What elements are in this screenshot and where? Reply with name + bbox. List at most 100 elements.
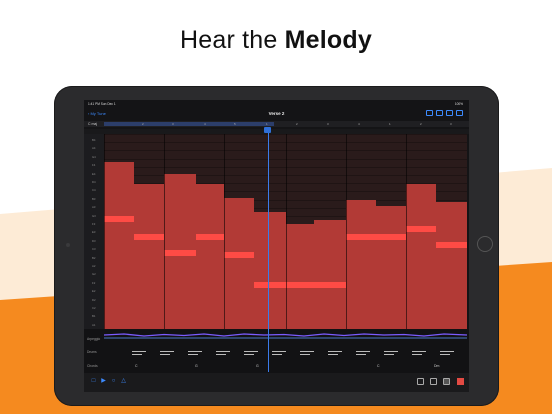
status-time: 1:41 PM Sun Dec 1 <box>88 102 116 106</box>
track-label-drums[interactable]: Drums <box>87 350 97 354</box>
playhead-line[interactable] <box>268 127 269 372</box>
mixer-icon[interactable] <box>443 378 450 385</box>
drum-hit <box>188 354 198 355</box>
drum-hit <box>132 354 142 355</box>
drum-hit <box>272 354 282 355</box>
chord-label: G <box>256 364 259 368</box>
melody-note[interactable] <box>224 252 254 258</box>
list-icon[interactable] <box>435 110 443 116</box>
piano-key-label: G3 <box>92 213 96 218</box>
melody-note[interactable] <box>164 250 196 256</box>
arpeggio-waveform <box>104 333 467 339</box>
stop-square-icon[interactable]: □ <box>91 378 96 384</box>
grid-row-line <box>104 183 467 184</box>
melody-note[interactable] <box>346 234 376 240</box>
piano-key-label: B1 <box>92 314 96 319</box>
drum-hit <box>300 351 314 352</box>
piano-key-label: B2 <box>92 255 96 260</box>
beat-ticks <box>84 129 469 134</box>
chord-label: G <box>195 364 198 368</box>
home-button <box>477 236 493 252</box>
piano-key-label: C2 <box>92 306 96 310</box>
track-lanes: Arpeggio Drums Chords C G G C Dm <box>84 329 469 373</box>
piano-key-label: C3 <box>92 247 96 252</box>
note-column <box>254 212 286 329</box>
piano-key-label: F4 <box>92 163 96 168</box>
drum-hit <box>328 354 338 355</box>
keyboard-icon[interactable] <box>425 110 433 116</box>
note-column <box>134 184 164 329</box>
drum-hit <box>216 351 230 352</box>
chord-label: C <box>377 364 380 368</box>
bar-line <box>164 134 165 329</box>
track-label-chords[interactable]: Chords <box>87 364 98 368</box>
redo-icon[interactable] <box>456 110 463 116</box>
drum-hit <box>384 351 398 352</box>
note-column <box>376 206 406 329</box>
bar-line <box>406 134 407 329</box>
piano-key-label: F3 <box>92 222 96 226</box>
melody-note[interactable] <box>406 226 436 232</box>
record-button[interactable] <box>457 378 464 385</box>
headline: Hear the Melody <box>0 26 552 55</box>
edit-icon[interactable] <box>417 378 424 385</box>
note-column <box>224 198 254 329</box>
song-section-title: Verse 2 <box>268 111 285 116</box>
drum-hit <box>412 351 426 352</box>
undo-icon[interactable] <box>445 110 453 116</box>
loop-icon[interactable]: ○ <box>111 378 116 384</box>
piano-key-label: A4 <box>92 146 96 151</box>
grid-row-line <box>104 166 467 168</box>
piano-key-label: D3 <box>92 238 96 243</box>
piano-key-labels: B4 A4 G4 F4 E4 D4 C4 B3 A3 G3 F3 E3 D3 C3 B2 A2 G2 F2 E2 D2… <box>84 134 105 329</box>
piano-key-label: G2 <box>92 272 96 277</box>
select-icon[interactable] <box>430 378 437 385</box>
melody-note[interactable] <box>254 282 286 288</box>
grid-row-line <box>104 191 467 192</box>
grid-row-line <box>104 134 467 135</box>
drum-hit <box>412 354 422 355</box>
piano-key-label: D2 <box>92 297 96 302</box>
camera-dot <box>66 243 70 247</box>
drum-hit <box>272 351 286 352</box>
playhead-handle[interactable] <box>264 127 271 133</box>
back-button[interactable]: ‹ My Tune <box>88 111 106 116</box>
melody-note[interactable] <box>436 242 467 248</box>
bar-line <box>346 134 347 329</box>
drum-hit <box>244 354 254 355</box>
melody-note[interactable] <box>104 216 134 222</box>
drum-hit <box>356 354 366 355</box>
note-column <box>346 200 376 329</box>
loop-region[interactable] <box>104 122 274 126</box>
bar-line <box>224 134 225 329</box>
status-bar: 1:41 PM Sun Dec 1 100% <box>84 100 469 107</box>
piano-key-label: F2 <box>92 280 96 285</box>
navigation-bar: ‹ My Tune Verse 2 <box>84 108 469 120</box>
chord-label: C <box>135 364 138 368</box>
melody-note[interactable] <box>286 282 314 288</box>
metronome-icon[interactable]: △ <box>121 378 126 384</box>
piano-key-label: E2 <box>92 289 96 294</box>
timeline-ruler[interactable]: C maj 2 3 4 5 1 2 3 4 1 2 3 <box>84 121 469 127</box>
note-column <box>286 224 314 329</box>
piano-key-label: A1 <box>92 322 96 327</box>
track-label-arpeggio[interactable]: Arpeggio <box>87 337 101 341</box>
piano-key-label: A3 <box>92 205 96 210</box>
bar-line <box>104 134 105 329</box>
note-column <box>196 184 224 329</box>
drum-hit <box>132 351 146 352</box>
note-column <box>436 202 467 329</box>
back-label: My Tune <box>90 111 106 116</box>
grid-row-line <box>104 150 467 151</box>
toolbar-icons <box>424 110 463 117</box>
note-grid[interactable] <box>104 134 467 329</box>
melody-note[interactable] <box>134 234 164 240</box>
melody-note[interactable] <box>196 234 224 240</box>
melody-note[interactable] <box>376 234 406 240</box>
melody-note[interactable] <box>314 282 346 288</box>
note-column <box>406 184 436 329</box>
piano-key-label: D4 <box>92 180 96 184</box>
key-label: C maj <box>88 122 98 126</box>
play-icon[interactable]: ▶ <box>101 378 106 384</box>
